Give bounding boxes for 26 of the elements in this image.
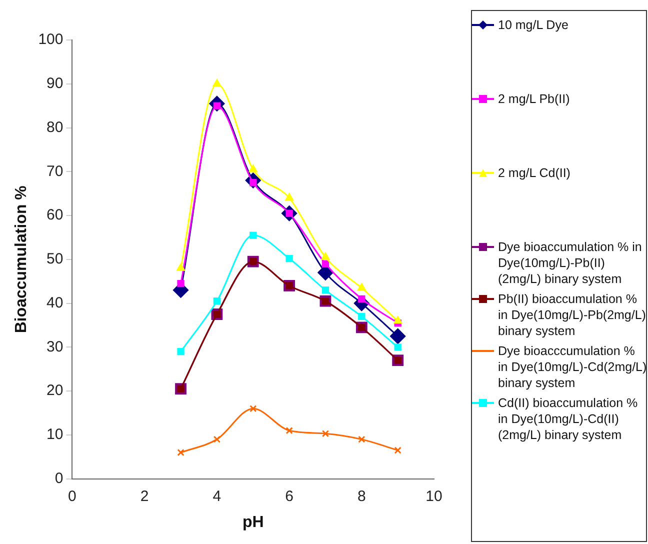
legend-label: 10 mg/L Dye bbox=[497, 17, 568, 33]
y-tick-label: 50 bbox=[46, 250, 64, 268]
x-axis-title: pH bbox=[242, 514, 264, 531]
legend-label: Cd(II) bioaccumulation % in Dye(10mg/L)-Cd(II)(2mg/L) binary system bbox=[497, 395, 639, 443]
y-tick-label: 20 bbox=[46, 382, 64, 400]
y-tick-label: 100 bbox=[38, 31, 64, 48]
x-tick-label: 10 bbox=[426, 488, 442, 505]
x-tick-label: 0 bbox=[68, 488, 76, 505]
x-tick-label: 4 bbox=[212, 488, 222, 505]
legend-label: Pb(II) bioaccumulation % in Dye(10mg/L)-Pb(2mg/L) binary system bbox=[497, 291, 647, 339]
x-tick-label: 8 bbox=[357, 488, 366, 505]
legend-label: 2 mg/L Pb(II) bbox=[497, 91, 570, 107]
x-tick-label: 6 bbox=[285, 488, 294, 505]
y-tick-label: 90 bbox=[46, 75, 64, 92]
y-tick-label: 80 bbox=[46, 118, 64, 136]
y-tick-label: 10 bbox=[46, 426, 64, 444]
y-tick-label: 0 bbox=[54, 470, 64, 487]
legend-label: Dye bioaccumulation % in Dye(10mg/L)-Pb(II)(2mg/L) binary system bbox=[497, 239, 643, 287]
y-tick-label: 60 bbox=[46, 206, 64, 224]
legend-label: Dye bioacccumulation % in Dye(10mg/L)-Cd(2mg/L) binary system bbox=[497, 343, 647, 391]
y-tick-label: 30 bbox=[46, 338, 64, 356]
y-tick-label: 40 bbox=[46, 294, 64, 312]
legend-label: 2 mg/L Cd(II) bbox=[497, 165, 570, 181]
y-axis-title: Bioaccumulation % bbox=[13, 186, 30, 334]
y-tick-label: 70 bbox=[46, 162, 64, 180]
x-tick-label: 2 bbox=[140, 488, 149, 505]
